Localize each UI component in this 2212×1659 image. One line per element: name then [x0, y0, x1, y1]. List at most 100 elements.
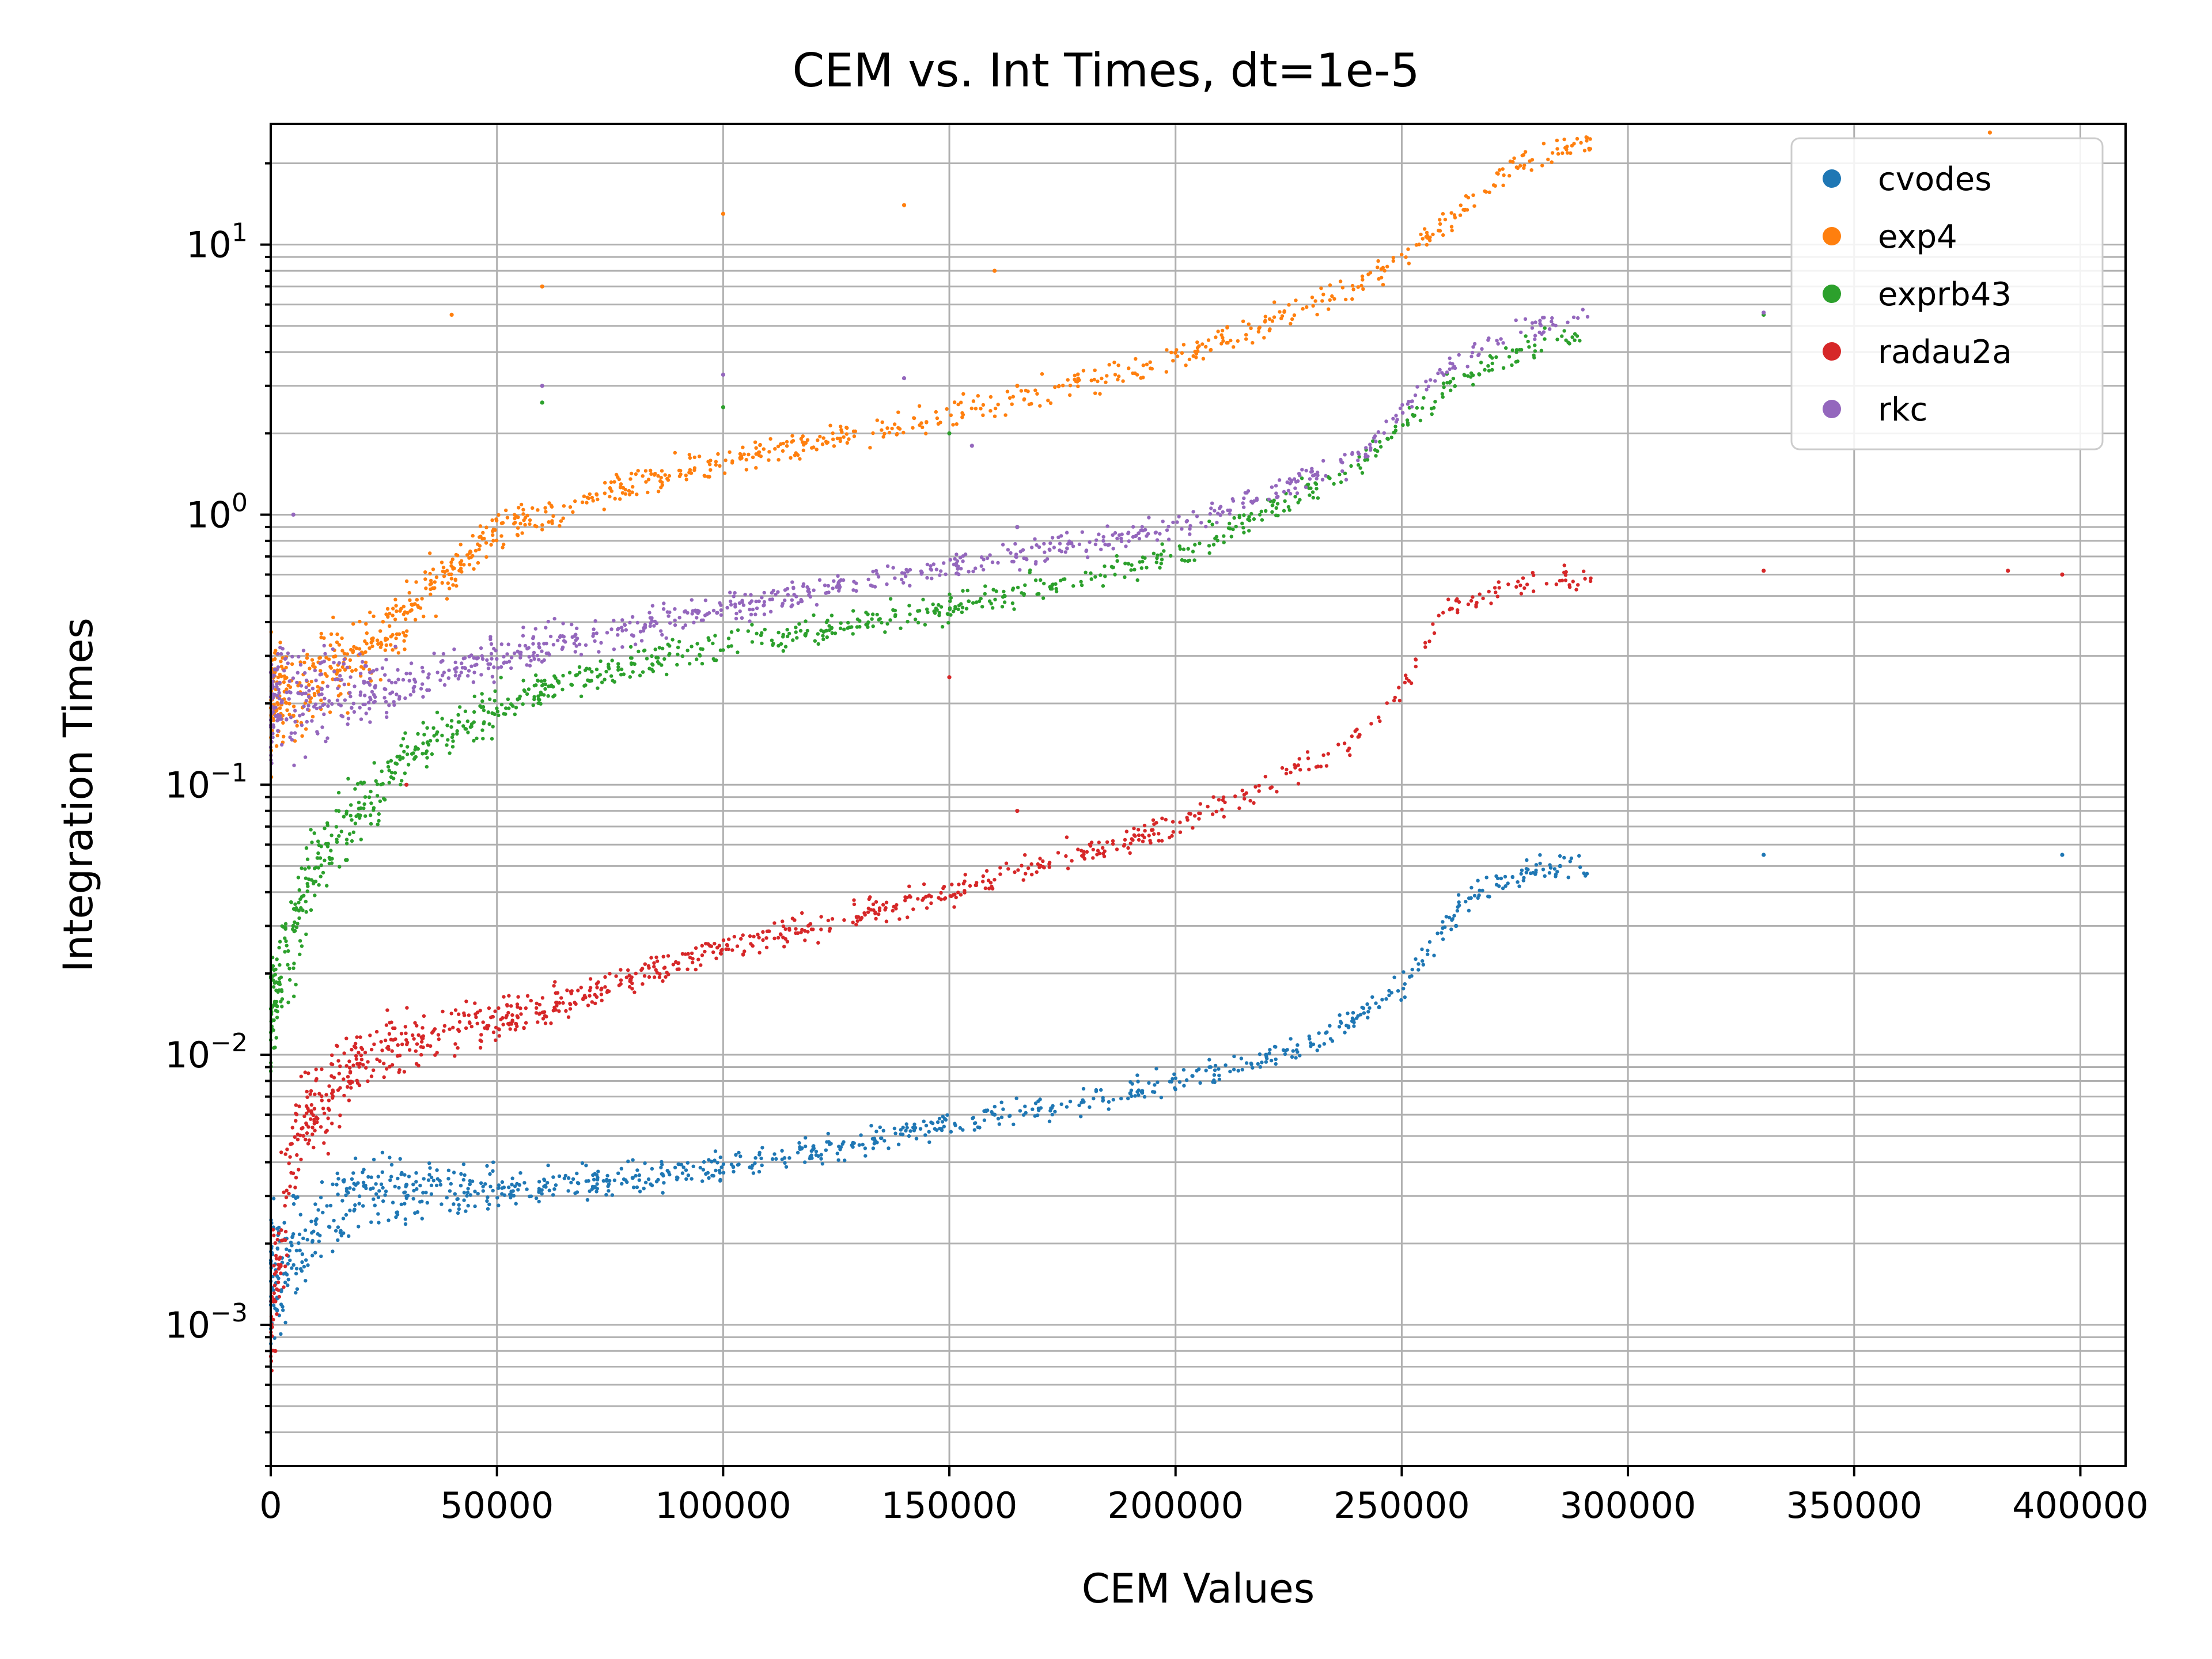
data-point [546, 619, 550, 624]
data-point [401, 756, 405, 760]
data-point [1068, 393, 1072, 397]
data-point [896, 426, 900, 430]
data-point [399, 1032, 404, 1036]
data-point [801, 448, 806, 452]
data-point [960, 411, 964, 415]
data-point [1418, 418, 1423, 423]
data-point [890, 426, 894, 431]
data-point [1348, 753, 1352, 757]
data-point [291, 923, 296, 928]
data-point [596, 1169, 600, 1173]
data-point [690, 1177, 694, 1181]
data-point [513, 712, 517, 717]
data-point [372, 700, 376, 704]
data-point [1095, 853, 1099, 857]
data-point [1165, 528, 1169, 532]
data-point [283, 1204, 287, 1208]
data-point [1207, 1058, 1211, 1062]
data-point [847, 625, 851, 630]
data-point [779, 933, 783, 937]
data-point [1295, 491, 1300, 495]
data-point [466, 730, 470, 734]
data-point [499, 534, 503, 538]
data-point [1193, 814, 1197, 818]
data-point [1355, 1016, 1359, 1020]
data-point [993, 268, 997, 273]
data-point [925, 607, 929, 611]
data-point [499, 665, 503, 669]
data-point [1437, 613, 1441, 618]
data-point [660, 1162, 664, 1166]
data-point [294, 1291, 298, 1295]
data-point [1059, 550, 1064, 554]
data-point [730, 948, 734, 952]
data-point [610, 658, 614, 662]
data-point [1321, 459, 1325, 463]
data-point [876, 575, 881, 579]
data-point [880, 420, 884, 425]
data-point [947, 431, 952, 435]
data-point [893, 608, 897, 613]
data-point [787, 928, 791, 932]
data-point [1021, 1113, 1026, 1117]
data-point [1229, 535, 1233, 539]
data-point [1132, 833, 1137, 837]
data-point [1228, 1069, 1232, 1074]
data-point [1097, 840, 1101, 844]
data-point [828, 423, 832, 427]
data-point [1063, 577, 1067, 581]
data-point [1064, 854, 1068, 858]
data-point [516, 1188, 520, 1192]
data-point [1141, 839, 1145, 843]
data-point [1293, 486, 1297, 490]
data-point [772, 921, 777, 925]
data-point [591, 499, 595, 503]
data-point [629, 471, 634, 476]
data-point [425, 764, 429, 769]
data-point [394, 1215, 398, 1219]
data-point [389, 775, 393, 779]
data-point [327, 1108, 331, 1112]
data-point [1472, 342, 1477, 346]
data-point [1544, 582, 1549, 586]
data-point [554, 1183, 558, 1187]
data-point [831, 586, 835, 590]
data-point [442, 671, 446, 675]
data-point [271, 692, 275, 696]
data-point [812, 445, 816, 449]
data-point [571, 1177, 575, 1181]
data-point [885, 622, 889, 626]
data-point [302, 704, 306, 709]
data-point [607, 1189, 611, 1193]
data-point [644, 480, 648, 484]
data-point [688, 468, 692, 472]
data-point [288, 1155, 292, 1159]
data-point [762, 604, 766, 608]
data-point [643, 469, 648, 473]
data-point [490, 711, 494, 715]
data-point [573, 499, 577, 503]
data-point [770, 597, 775, 601]
data-point [1188, 527, 1192, 531]
data-point [479, 646, 483, 650]
data-point [1555, 338, 1559, 342]
data-point [642, 974, 647, 978]
data-point [703, 949, 707, 954]
data-point [1549, 866, 1553, 870]
data-point [1175, 520, 1179, 524]
data-point [1132, 826, 1136, 831]
y-tick-label: 10−3 [165, 1298, 248, 1346]
data-point [306, 703, 310, 708]
grid [270, 124, 2126, 1467]
data-point [403, 1217, 407, 1221]
data-point [1517, 884, 1521, 888]
data-point [1035, 392, 1039, 396]
data-point [931, 562, 936, 566]
data-point [435, 1168, 439, 1172]
data-point [676, 961, 680, 965]
data-point [726, 645, 730, 649]
data-point [537, 1002, 542, 1007]
data-point [1524, 334, 1528, 338]
data-point [552, 693, 557, 698]
data-point [1575, 137, 1580, 141]
